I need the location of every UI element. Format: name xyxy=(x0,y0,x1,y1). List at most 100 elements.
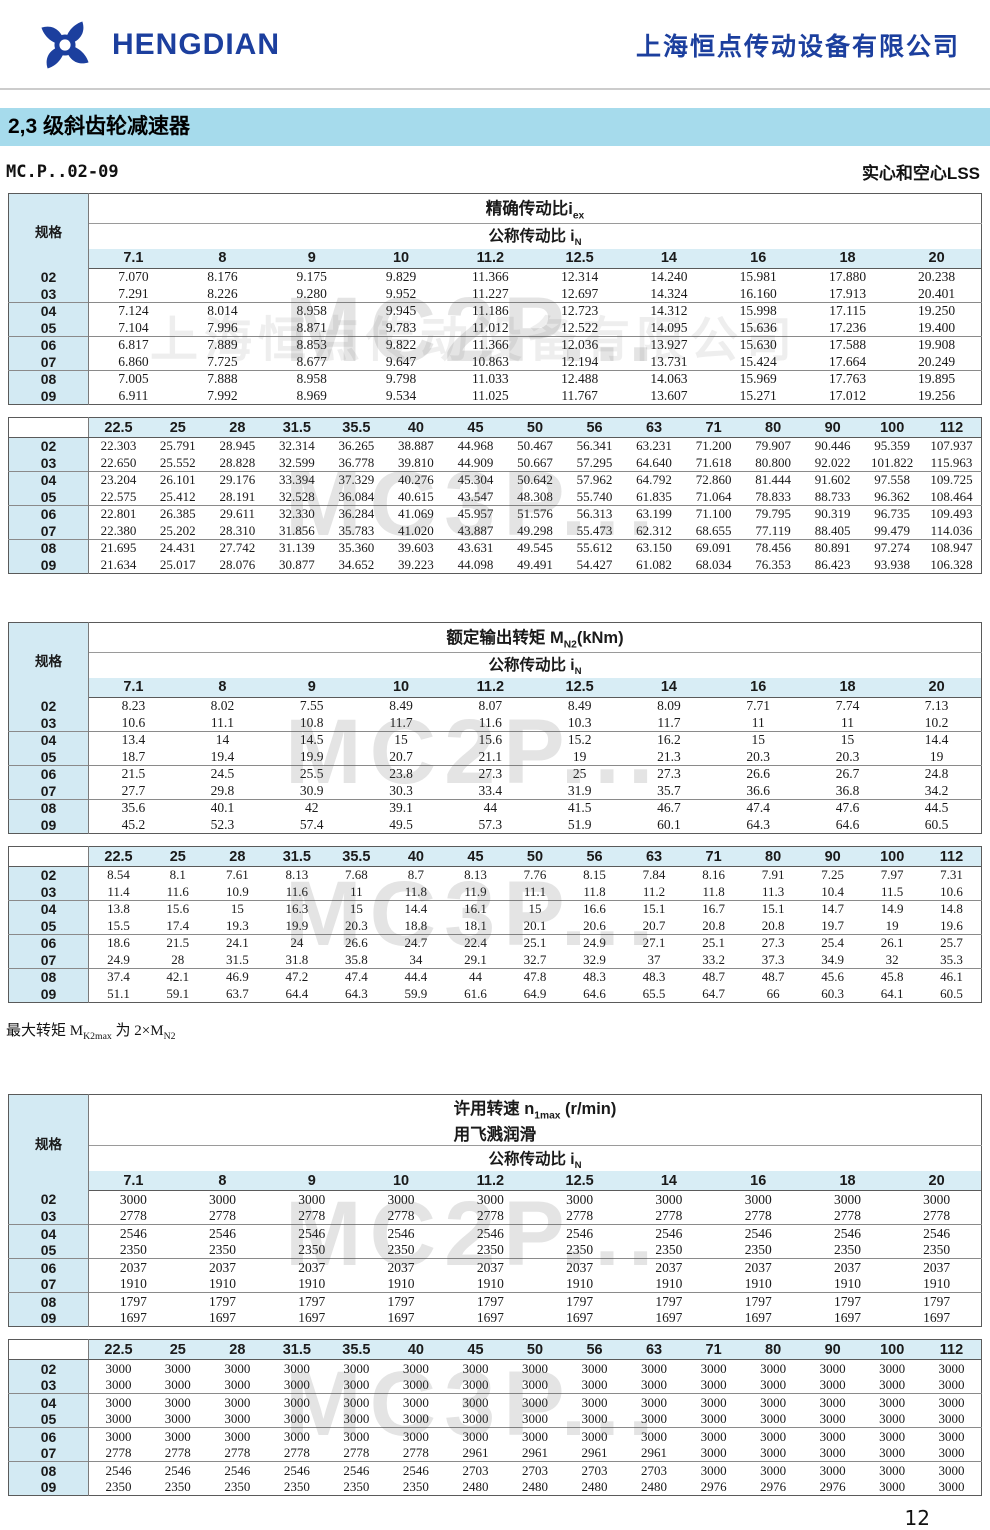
data-cell: 8.15 xyxy=(583,867,606,883)
data-cell: 1910 xyxy=(744,1276,772,1292)
data-cell: 66 xyxy=(766,985,780,1001)
data-cell: 9.647 xyxy=(385,353,417,369)
data-cell: 3000 xyxy=(743,1461,803,1479)
data-cell: 3000 xyxy=(743,1427,803,1445)
data-cell: 15.1 xyxy=(743,900,803,918)
data-cell: 3000 xyxy=(879,1377,906,1393)
data-cell: 15.5 xyxy=(107,917,130,933)
data-cell: 3000 xyxy=(402,1360,429,1376)
data-cell: 11.8 xyxy=(583,883,606,899)
data-cell: 3000 xyxy=(462,1360,489,1376)
table-row: 03 7.291 8.226 9.280 9.952 11.227 12.697 14.324… xyxy=(8,285,982,303)
data-cell: 3000 xyxy=(105,1377,132,1393)
col-header: 9 xyxy=(267,248,357,269)
row-label: 03 xyxy=(8,714,89,732)
col-header: 50 xyxy=(505,417,565,438)
data-cell: 7.76 xyxy=(523,867,547,883)
data-cell: 3000 xyxy=(624,1393,684,1411)
data-cell: 15.424 xyxy=(739,353,777,369)
data-cell: 63.199 xyxy=(624,505,684,523)
data-cell: 36.778 xyxy=(338,454,375,470)
col-header: 80 xyxy=(743,417,803,438)
data-cell: 28.076 xyxy=(219,556,256,572)
data-cell: 8.07 xyxy=(478,698,503,714)
data-cell: 19.9 xyxy=(299,748,324,764)
data-cell: 14 xyxy=(177,731,268,749)
data-cell: 3000 xyxy=(760,1445,787,1461)
data-cell: 7.97 xyxy=(880,867,904,883)
col-header: 63 xyxy=(624,1339,684,1361)
data-cell: 1910 xyxy=(476,1276,504,1292)
model-row: MC.P..02-09 实心和空心LSS xyxy=(0,146,990,193)
data-cell: 24.1 xyxy=(207,934,268,952)
table-row: 02 3000 3000 3000 3000 3000 3000 3000 3000 3000 30… xyxy=(8,1359,982,1377)
data-cell: 1697 xyxy=(208,1310,236,1326)
data-cell: 27.3 xyxy=(743,934,803,952)
data-cell: 60.5 xyxy=(940,985,963,1001)
data-cell: 3000 xyxy=(879,1479,906,1495)
data-cell: 28.310 xyxy=(219,522,256,538)
data-cell: 3000 xyxy=(683,1427,744,1445)
data-cell: 2976 xyxy=(760,1479,787,1495)
speed-title-line1: 许用转速 n1max (r/min) xyxy=(453,1100,617,1122)
data-cell: 17.913 xyxy=(828,285,867,301)
data-cell: 1797 xyxy=(892,1292,982,1310)
data-cell: 7.71 xyxy=(746,698,771,714)
data-cell: 7.725 xyxy=(207,353,238,369)
table-row: 07 1910 1910 1910 1910 1910 1910 1910 1910 1910 19… xyxy=(8,1275,982,1293)
col-header: 11.2 xyxy=(445,1170,535,1192)
data-cell: 64.3 xyxy=(345,985,368,1001)
data-cell: 3000 xyxy=(521,1360,548,1376)
data-cell: 49.545 xyxy=(505,539,565,557)
data-cell: 28.828 xyxy=(219,454,256,470)
table-row: 05 3000 3000 3000 3000 3000 3000 3000 3000 3000 30… xyxy=(8,1410,982,1428)
data-cell: 80.891 xyxy=(802,539,863,557)
data-cell: 15 xyxy=(356,731,446,749)
row-label: 07 xyxy=(8,522,89,540)
data-cell: 64.3 xyxy=(746,816,771,832)
data-cell: 3000 xyxy=(581,1411,608,1427)
data-cell: 2703 xyxy=(445,1461,506,1479)
data-cell: 2037 xyxy=(892,1258,982,1276)
col-header: 35.5 xyxy=(326,846,387,867)
data-cell: 2546 xyxy=(892,1224,982,1242)
col-header: 12.5 xyxy=(534,1170,625,1192)
data-cell: 108.464 xyxy=(930,488,973,504)
model-code: MC.P..02-09 xyxy=(6,161,119,182)
data-cell: 31.8 xyxy=(285,951,309,967)
row-label: 04 xyxy=(8,1393,89,1411)
data-cell: 42 xyxy=(267,799,357,817)
page-number: 12 xyxy=(904,1506,930,1530)
data-cell: 9.822 xyxy=(356,336,446,354)
data-cell: 2546 xyxy=(386,1461,446,1479)
data-cell: 14.5 xyxy=(267,731,357,749)
data-cell: 47.4 xyxy=(713,799,803,817)
data-cell: 69.091 xyxy=(683,539,744,557)
data-cell: 15.998 xyxy=(713,302,803,320)
data-cell: 16.1 xyxy=(445,900,506,918)
col-header: 20 xyxy=(892,677,982,698)
data-cell: 50.642 xyxy=(505,471,565,489)
data-cell: 2350 xyxy=(105,1479,132,1495)
data-cell: 15.2 xyxy=(534,731,625,749)
table-title: 精确传动比iex xyxy=(88,193,982,224)
col-header: 20 xyxy=(892,1170,982,1192)
col-header: 25 xyxy=(148,1339,208,1361)
data-cell: 3000 xyxy=(879,1360,906,1376)
data-cell: 8.014 xyxy=(177,302,268,320)
data-cell: 35.7 xyxy=(657,782,681,798)
data-cell: 3000 xyxy=(148,1393,208,1411)
data-cell: 2546 xyxy=(445,1224,535,1242)
data-cell: 14.4 xyxy=(892,731,982,749)
logo: HENGDIAN xyxy=(34,14,280,76)
table-row: 06 6.817 7.889 8.853 9.822 11.366 12.036 13.927… xyxy=(8,336,982,354)
data-cell: 23.8 xyxy=(356,765,446,783)
data-cell: 2778 xyxy=(343,1445,370,1461)
speed-table-ext: 22.5 25 28 31.5 35.5 40 45 50 56 63 71 80 90 100 112 0… xyxy=(8,1339,982,1497)
col-header: 12.5 xyxy=(534,248,625,269)
data-cell: 34 xyxy=(409,951,423,967)
data-cell: 17.588 xyxy=(802,336,893,354)
data-cell: 2778 xyxy=(402,1445,429,1461)
data-cell: 1910 xyxy=(923,1276,951,1292)
data-cell: 35.3 xyxy=(940,951,963,967)
